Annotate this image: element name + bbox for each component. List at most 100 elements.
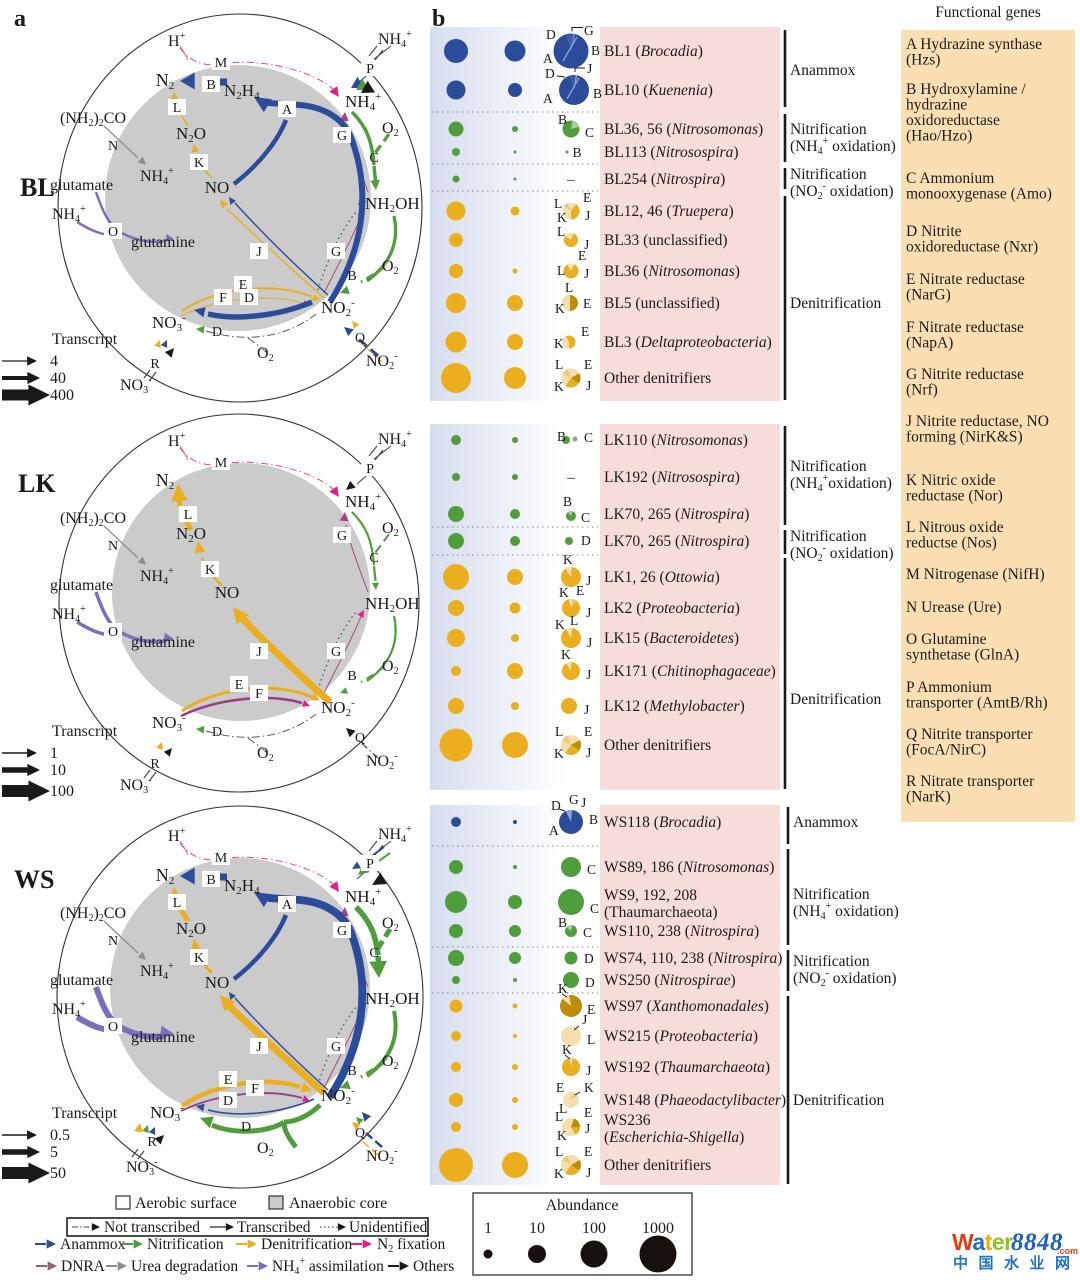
svg-text:oxidoreductase: oxidoreductase [906, 112, 1000, 129]
svg-text:M Nitrogenase (NifH): M Nitrogenase (NifH) [906, 566, 1045, 583]
svg-text:LK: LK [18, 469, 56, 498]
svg-text:L: L [173, 896, 182, 911]
svg-text:D: D [551, 798, 561, 813]
svg-text:J: J [586, 378, 591, 393]
svg-text:K: K [554, 379, 564, 394]
svg-text:C: C [583, 925, 592, 940]
svg-text:1: 1 [484, 1220, 492, 1237]
svg-text:C: C [584, 430, 593, 445]
svg-text:NO2-: NO2- [366, 351, 397, 372]
svg-text:F: F [219, 291, 227, 306]
svg-text:(Escherichia-Shigella): (Escherichia-Shigella) [604, 1129, 744, 1146]
svg-text:Unidentified: Unidentified [349, 1219, 428, 1236]
svg-text:N2 fixation: N2 fixation [377, 1236, 446, 1255]
svg-text:–: – [566, 470, 575, 486]
svg-text:F Nitrate reductase: F Nitrate reductase [906, 319, 1024, 336]
svg-text:LK70, 265 (Nitrospira): LK70, 265 (Nitrospira) [604, 533, 749, 550]
svg-text:B: B [557, 429, 566, 444]
svg-text:NH4+: NH4+ [345, 91, 381, 113]
svg-text:L Nitrous oxide: L Nitrous oxide [906, 519, 1004, 536]
svg-text:A: A [282, 898, 293, 913]
svg-text:L: L [557, 224, 565, 239]
svg-text:K: K [584, 1080, 594, 1095]
svg-text:D: D [545, 66, 555, 81]
svg-text:(NH4+oxidation): (NH4+oxidation) [790, 473, 892, 494]
svg-text:N: N [108, 539, 118, 554]
svg-text:(NarG): (NarG) [906, 287, 951, 304]
svg-text:400: 400 [50, 387, 74, 404]
svg-text:NO2-: NO2- [321, 297, 355, 319]
svg-text:Denitrification: Denitrification [261, 1236, 352, 1253]
svg-text:J: J [584, 266, 589, 281]
svg-text:E: E [235, 678, 244, 693]
svg-text:NH4+: NH4+ [378, 824, 412, 845]
svg-text:J: J [585, 1121, 590, 1136]
svg-text:A: A [549, 823, 559, 838]
svg-text:K: K [562, 1042, 572, 1057]
svg-text:BL36, 56 (Nitrosomonas): BL36, 56 (Nitrosomonas) [604, 121, 763, 138]
svg-text:.com: .com [1057, 1246, 1078, 1256]
svg-text:(Hzs): (Hzs) [906, 52, 940, 69]
svg-text:E: E [224, 1073, 233, 1088]
svg-text:NO3-: NO3- [126, 1157, 157, 1178]
svg-text:Abundance: Abundance [546, 1197, 619, 1214]
svg-text:BL36 (Nitrosomonas): BL36 (Nitrosomonas) [604, 263, 740, 280]
svg-text:LK15 (Bacteroidetes): LK15 (Bacteroidetes) [604, 630, 739, 647]
svg-text:B: B [347, 669, 356, 684]
svg-text:N: N [108, 139, 118, 154]
svg-text:glutamate: glutamate [50, 577, 113, 594]
svg-text:L: L [587, 1032, 595, 1047]
svg-text:E: E [578, 248, 586, 263]
svg-text:N2: N2 [156, 865, 175, 887]
svg-text:(NH4+ oxidation): (NH4+ oxidation) [790, 136, 896, 157]
svg-text:N2: N2 [156, 70, 175, 92]
svg-text:DNRA: DNRA [61, 1258, 106, 1275]
svg-text:BL1 (Brocadia): BL1 (Brocadia) [604, 43, 703, 60]
svg-text:C: C [590, 901, 599, 916]
svg-text:WS110, 238 (Nitrospira): WS110, 238 (Nitrospira) [604, 923, 759, 940]
svg-text:0.5: 0.5 [50, 1127, 70, 1144]
svg-text:N2H4: N2H4 [224, 876, 260, 897]
svg-text:BL254 (Nitrospira): BL254 (Nitrospira) [604, 171, 725, 188]
svg-text:WS250 (Nitrospirae): WS250 (Nitrospirae) [604, 972, 736, 989]
svg-text:NO: NO [205, 973, 230, 992]
svg-text:NO3-: NO3- [120, 375, 151, 396]
svg-text:WS148 (Phaeodactylibacter): WS148 (Phaeodactylibacter) [604, 1092, 786, 1109]
svg-text:E: E [584, 1105, 592, 1120]
svg-text:B: B [563, 494, 572, 509]
svg-text:B: B [206, 873, 215, 888]
svg-text:B Hydroxylamine /: B Hydroxylamine / [906, 81, 1026, 98]
svg-text:D: D [584, 951, 594, 966]
svg-text:40: 40 [50, 370, 66, 387]
svg-text:NH4+: NH4+ [140, 166, 174, 187]
svg-text:BL113 (Nitrosospira): BL113 (Nitrosospira) [604, 144, 739, 161]
svg-text:G: G [337, 129, 347, 144]
svg-text:J: J [586, 605, 591, 620]
svg-text:N2O: N2O [176, 524, 206, 545]
svg-text:(NH2)2CO: (NH2)2CO [60, 905, 126, 924]
svg-text:B: B [593, 86, 602, 101]
svg-text:NH4+: NH4+ [52, 604, 86, 625]
svg-text:R: R [150, 757, 160, 772]
svg-text:M: M [215, 56, 228, 71]
svg-text:(NH2)2CO: (NH2)2CO [60, 510, 126, 529]
svg-text:Anammox: Anammox [60, 1236, 126, 1253]
svg-text:BL5 (unclassified): BL5 (unclassified) [604, 295, 720, 312]
svg-text:50: 50 [50, 1165, 66, 1182]
svg-text:G: G [331, 245, 341, 260]
svg-text:J: J [256, 245, 262, 260]
svg-text:Aerobic surface: Aerobic surface [135, 1195, 237, 1212]
svg-text:Transcript: Transcript [52, 723, 118, 740]
svg-text:(FocA/NirC): (FocA/NirC) [906, 742, 986, 759]
svg-text:G: G [337, 924, 347, 939]
svg-text:O: O [108, 225, 118, 240]
svg-text:A: A [543, 91, 553, 106]
svg-text:(Hao/Hzo): (Hao/Hzo) [906, 128, 972, 145]
svg-text:a: a [14, 6, 26, 32]
svg-text:F: F [255, 687, 263, 702]
svg-text:b: b [432, 6, 445, 32]
svg-text:Other denitrifiers: Other denitrifiers [604, 1157, 711, 1174]
svg-text:B: B [589, 812, 598, 827]
svg-text:–: – [566, 172, 575, 188]
svg-text:G: G [584, 23, 594, 38]
